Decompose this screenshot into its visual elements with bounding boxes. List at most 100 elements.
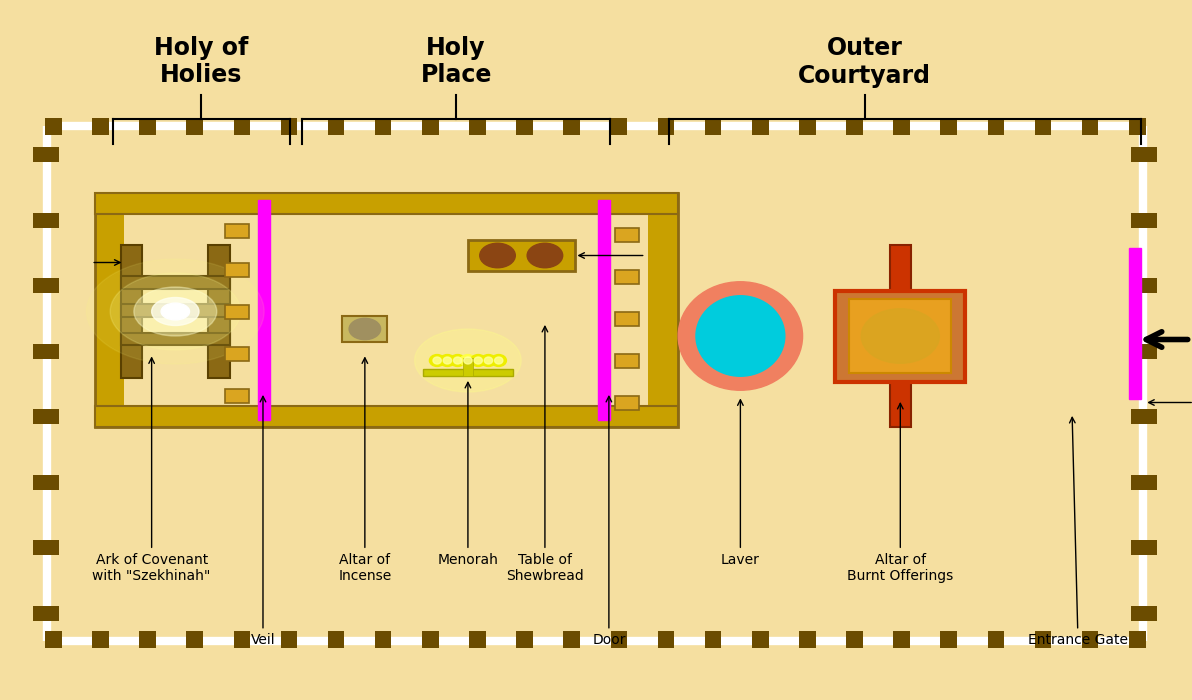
Ellipse shape bbox=[479, 244, 515, 267]
Ellipse shape bbox=[471, 354, 486, 367]
Ellipse shape bbox=[861, 309, 939, 363]
Text: Laver: Laver bbox=[721, 400, 759, 567]
Bar bbox=[940, 118, 957, 135]
Ellipse shape bbox=[495, 357, 503, 364]
Bar bbox=[846, 118, 863, 135]
Bar bbox=[139, 631, 156, 648]
Circle shape bbox=[151, 298, 199, 326]
Bar bbox=[33, 213, 60, 228]
Bar bbox=[704, 118, 721, 135]
Bar bbox=[1035, 118, 1051, 135]
Bar bbox=[615, 395, 639, 409]
Bar bbox=[836, 290, 966, 382]
Bar bbox=[124, 210, 648, 410]
Bar bbox=[940, 631, 957, 648]
Circle shape bbox=[161, 303, 190, 320]
Bar bbox=[234, 118, 250, 135]
Bar bbox=[1129, 118, 1146, 135]
Text: Entrance Gate: Entrance Gate bbox=[1028, 417, 1128, 648]
Bar bbox=[615, 312, 639, 326]
Bar bbox=[186, 631, 203, 648]
Ellipse shape bbox=[678, 281, 802, 391]
Bar bbox=[1129, 631, 1146, 648]
Text: Door: Door bbox=[592, 396, 626, 648]
Bar bbox=[564, 631, 581, 648]
Text: Table of
Shewbread: Table of Shewbread bbox=[507, 326, 584, 583]
Ellipse shape bbox=[440, 354, 455, 367]
Bar bbox=[1131, 606, 1157, 621]
Bar bbox=[33, 147, 60, 162]
Bar bbox=[95, 193, 677, 427]
Circle shape bbox=[110, 273, 241, 350]
Bar bbox=[889, 245, 911, 290]
Bar bbox=[280, 631, 297, 648]
Bar bbox=[1082, 631, 1098, 648]
Bar bbox=[1131, 475, 1157, 490]
Bar bbox=[752, 118, 769, 135]
Bar bbox=[33, 606, 60, 621]
Circle shape bbox=[134, 287, 217, 336]
Bar bbox=[799, 631, 815, 648]
Bar bbox=[209, 245, 230, 378]
Ellipse shape bbox=[696, 295, 784, 377]
Bar bbox=[33, 409, 60, 424]
Ellipse shape bbox=[474, 357, 483, 364]
Ellipse shape bbox=[527, 244, 563, 267]
Bar bbox=[987, 631, 1004, 648]
Bar bbox=[846, 631, 863, 648]
Bar bbox=[225, 262, 249, 276]
Text: Ark of Covenant
with "Szekhinah": Ark of Covenant with "Szekhinah" bbox=[93, 358, 211, 583]
Bar bbox=[186, 118, 203, 135]
Bar bbox=[33, 344, 60, 359]
Bar bbox=[850, 299, 951, 373]
Bar bbox=[1035, 631, 1051, 648]
Bar bbox=[92, 631, 108, 648]
Bar bbox=[1129, 248, 1141, 399]
Bar bbox=[225, 389, 249, 402]
Bar bbox=[95, 406, 677, 427]
Ellipse shape bbox=[491, 354, 507, 367]
Bar bbox=[280, 118, 297, 135]
Text: Outer
Courtyard: Outer Courtyard bbox=[799, 36, 931, 88]
Circle shape bbox=[163, 304, 187, 318]
Bar bbox=[658, 118, 675, 135]
Bar bbox=[422, 118, 439, 135]
Bar bbox=[1131, 409, 1157, 424]
Ellipse shape bbox=[460, 354, 476, 367]
Ellipse shape bbox=[449, 354, 465, 367]
Circle shape bbox=[415, 329, 521, 392]
Bar bbox=[120, 304, 230, 317]
Ellipse shape bbox=[464, 357, 472, 364]
Bar bbox=[95, 193, 677, 214]
Bar bbox=[799, 118, 815, 135]
Bar bbox=[33, 475, 60, 490]
Text: Holy of
Holies: Holy of Holies bbox=[154, 36, 249, 88]
Bar bbox=[45, 118, 62, 135]
Bar bbox=[225, 224, 249, 238]
Bar bbox=[516, 631, 533, 648]
Bar bbox=[470, 118, 486, 135]
Bar bbox=[598, 199, 610, 420]
Bar bbox=[225, 346, 249, 360]
Bar bbox=[33, 540, 60, 555]
Bar bbox=[423, 369, 513, 376]
Bar bbox=[464, 358, 473, 376]
Bar bbox=[1082, 118, 1098, 135]
Bar bbox=[610, 118, 627, 135]
Bar bbox=[1131, 344, 1157, 359]
Text: Holy
Place: Holy Place bbox=[421, 36, 492, 88]
Bar bbox=[516, 118, 533, 135]
Bar bbox=[1131, 540, 1157, 555]
Text: Menorah: Menorah bbox=[437, 382, 498, 567]
Circle shape bbox=[87, 259, 265, 364]
Bar bbox=[615, 354, 639, 368]
Bar bbox=[468, 239, 575, 271]
Bar bbox=[92, 118, 108, 135]
Ellipse shape bbox=[443, 357, 452, 364]
Bar bbox=[752, 631, 769, 648]
Bar bbox=[1131, 278, 1157, 293]
Text: Altar of
Burnt Offerings: Altar of Burnt Offerings bbox=[848, 403, 954, 583]
Bar bbox=[225, 304, 249, 318]
Bar bbox=[375, 631, 391, 648]
Ellipse shape bbox=[484, 357, 492, 364]
